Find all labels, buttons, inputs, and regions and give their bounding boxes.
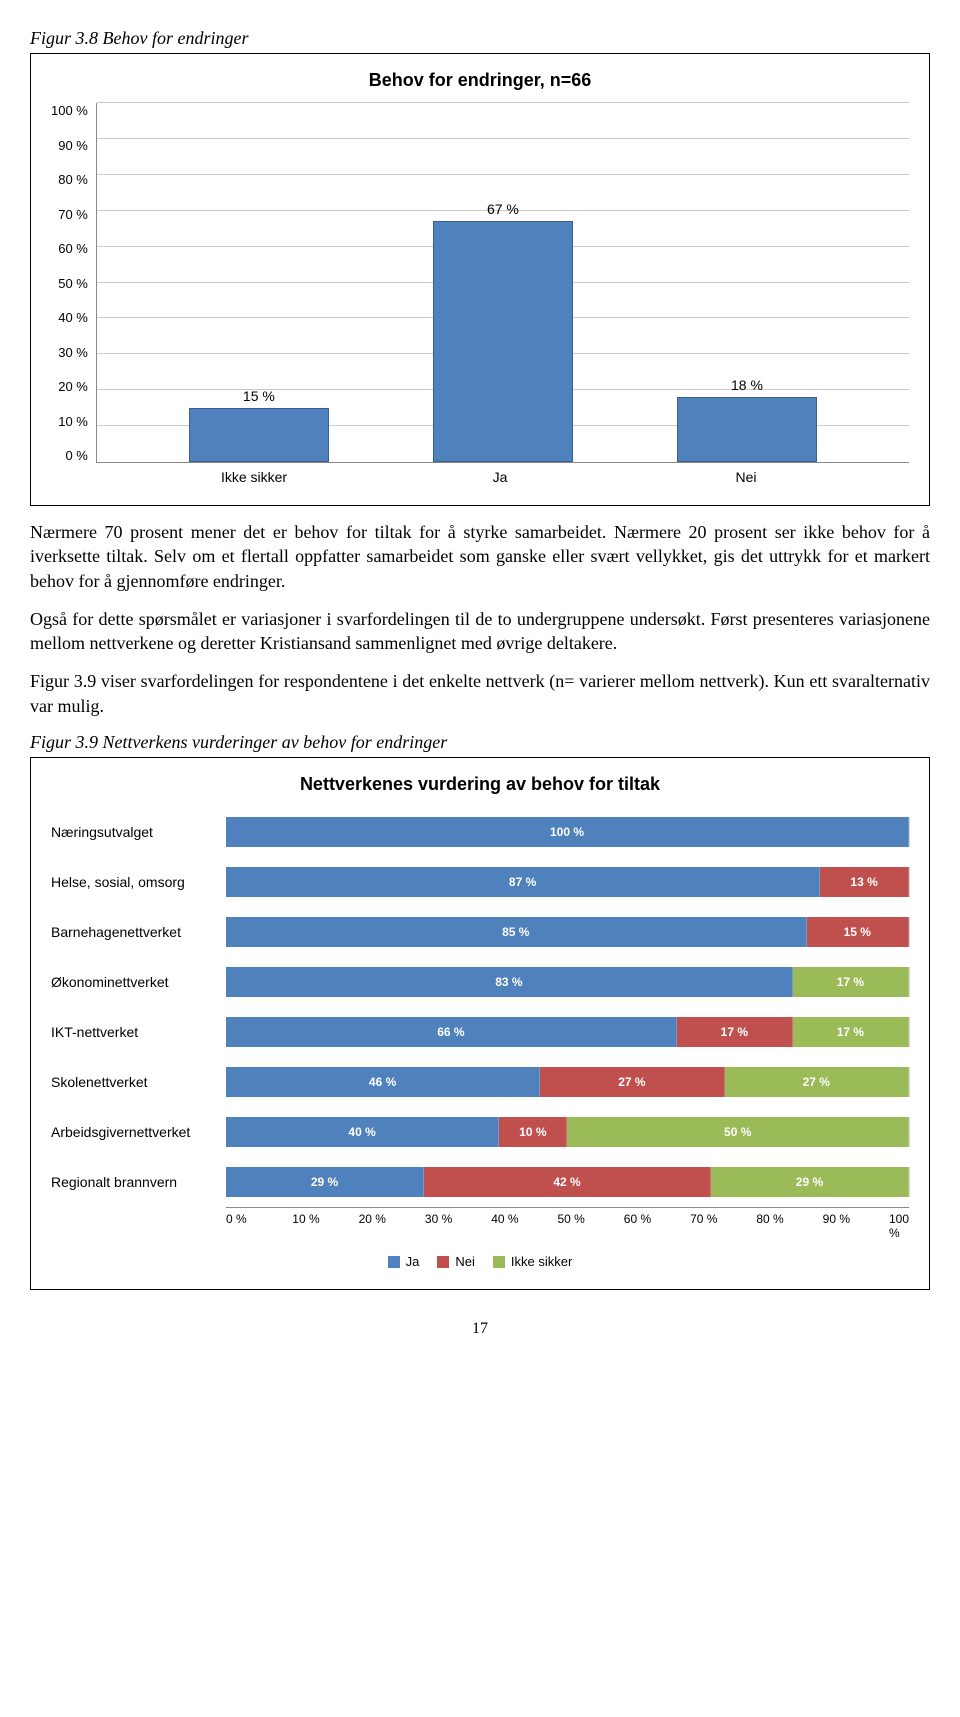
- figure2-segment: 46 %: [226, 1067, 540, 1097]
- paragraph-2: Også for dette spørsmålet er variasjoner…: [30, 607, 930, 656]
- figure2-segment: 17 %: [677, 1017, 793, 1047]
- figure2-segment: 17 %: [793, 967, 909, 997]
- figure2-xtick: 10 %: [292, 1212, 358, 1240]
- legend-swatch: [493, 1256, 505, 1268]
- figure1-ytick: 30 %: [51, 345, 88, 360]
- figure2-segment: 40 %: [226, 1117, 499, 1147]
- figure2-segment: 42 %: [424, 1167, 711, 1197]
- figure2-chart: Nettverkenes vurdering av behov for tilt…: [30, 757, 930, 1290]
- figure1-ytick: 60 %: [51, 241, 88, 256]
- figure1-ytick: 100 %: [51, 103, 88, 118]
- figure1-xaxis: Ikke sikker Ja Nei: [91, 463, 909, 485]
- figure2-xtick: 90 %: [823, 1212, 889, 1240]
- figure2-segment: 87 %: [226, 867, 820, 897]
- page-number: 17: [30, 1320, 930, 1338]
- figure2-row-label: Arbeidsgivernettverket: [51, 1124, 226, 1140]
- legend-swatch: [388, 1256, 400, 1268]
- figure1-ytick: 90 %: [51, 138, 88, 153]
- figure2-segment: 29 %: [226, 1167, 424, 1197]
- figure2-row-label: Skolenettverket: [51, 1074, 226, 1090]
- figure1-chart: Behov for endringer, n=66 100 % 90 % 80 % 7…: [30, 53, 930, 506]
- figure2-title: Nettverkenes vurdering av behov for tilt…: [51, 774, 909, 795]
- figure2-segment: 27 %: [725, 1067, 909, 1097]
- figure2-row: Helse, sosial, omsorg87 %13 %: [51, 867, 909, 897]
- figure2-row-label: Barnehagenettverket: [51, 924, 226, 940]
- figure1-ytick: 40 %: [51, 310, 88, 325]
- legend-label: Ja: [406, 1254, 420, 1269]
- figure1-bar: 67 %: [423, 201, 583, 462]
- figure2-legend: Ja Nei Ikke sikker: [51, 1254, 909, 1269]
- figure2-row: Regionalt brannvern29 %42 %29 %: [51, 1167, 909, 1197]
- figure2-segment: 15 %: [807, 917, 909, 947]
- figure2-segment: 100 %: [226, 817, 909, 847]
- figure2-row: Barnehagenettverket85 %15 %: [51, 917, 909, 947]
- paragraph-3: Figur 3.9 viser svarfordelingen for resp…: [30, 669, 930, 718]
- figure1-xtick: Ja: [420, 469, 580, 485]
- figure1-ytick: 50 %: [51, 276, 88, 291]
- figure1-yaxis: 100 % 90 % 80 % 70 % 60 % 50 % 40 % 30 % 20 % 10 …: [51, 103, 96, 463]
- figure2-segment: 17 %: [793, 1017, 909, 1047]
- figure1-title: Behov for endringer, n=66: [51, 70, 909, 91]
- figure2-xtick: 80 %: [756, 1212, 822, 1240]
- figure1-bar: 15 %: [179, 388, 339, 462]
- figure2-caption: Figur 3.9 Nettverkens vurderinger av beh…: [30, 732, 930, 753]
- figure2-segment: 13 %: [820, 867, 909, 897]
- figure2-xtick: 30 %: [425, 1212, 491, 1240]
- figure2-segment: 83 %: [226, 967, 793, 997]
- figure2-xtick: 50 %: [557, 1212, 623, 1240]
- figure2-segment: 10 %: [499, 1117, 567, 1147]
- figure2-segment: 27 %: [540, 1067, 724, 1097]
- figure2-segment: 85 %: [226, 917, 807, 947]
- figure2-row-label: Økonominettverket: [51, 974, 226, 990]
- figure1-xtick: Ikke sikker: [174, 469, 334, 485]
- figure2-segment: 29 %: [711, 1167, 909, 1197]
- figure1-xtick: Nei: [666, 469, 826, 485]
- figure1-caption: Figur 3.8 Behov for endringer: [30, 28, 930, 49]
- figure2-xtick: 0 %: [226, 1212, 292, 1240]
- figure2-plot: Næringsutvalget100 % Helse, sosial, omsor…: [51, 807, 909, 1207]
- figure2-xtick: 20 %: [359, 1212, 425, 1240]
- figure2-legend-item: Nei: [437, 1254, 475, 1269]
- figure2-row-label: Næringsutvalget: [51, 824, 226, 840]
- figure2-row: Arbeidsgivernettverket40 %10 %50 %: [51, 1117, 909, 1147]
- figure2-row: Skolenettverket46 %27 %27 %: [51, 1067, 909, 1097]
- figure1-ytick: 80 %: [51, 172, 88, 187]
- paragraph-1: Nærmere 70 prosent mener det er behov fo…: [30, 520, 930, 593]
- figure2-xtick: 40 %: [491, 1212, 557, 1240]
- figure2-segment: 50 %: [567, 1117, 909, 1147]
- figure1-ytick: 20 %: [51, 379, 88, 394]
- figure2-row: Økonominettverket83 %17 %: [51, 967, 909, 997]
- figure1-bar-value: 15 %: [243, 388, 275, 404]
- figure1-plot: 15 % 67 % 18 %: [96, 103, 909, 463]
- figure2-legend-item: Ikke sikker: [493, 1254, 572, 1269]
- figure2-row-label: Regionalt brannvern: [51, 1174, 226, 1190]
- figure2-xtick: 70 %: [690, 1212, 756, 1240]
- figure1-ytick: 70 %: [51, 207, 88, 222]
- figure1-ytick: 10 %: [51, 414, 88, 429]
- figure2-xtick: 60 %: [624, 1212, 690, 1240]
- figure1-bar-value: 18 %: [731, 377, 763, 393]
- figure1-bar-value: 67 %: [487, 201, 519, 217]
- figure2-row-label: Helse, sosial, omsorg: [51, 874, 226, 890]
- figure2-segment: 66 %: [226, 1017, 677, 1047]
- legend-swatch: [437, 1256, 449, 1268]
- figure2-row: Næringsutvalget100 %: [51, 817, 909, 847]
- figure1-ytick: 0 %: [51, 448, 88, 463]
- figure2-xtick: 100 %: [889, 1212, 909, 1240]
- figure2-row: IKT-nettverket66 %17 %17 %: [51, 1017, 909, 1047]
- figure2-xaxis: 0 %10 %20 %30 %40 %50 %60 %70 %80 %90 %1…: [226, 1207, 909, 1240]
- figure2-row-label: IKT-nettverket: [51, 1024, 226, 1040]
- legend-label: Ikke sikker: [511, 1254, 572, 1269]
- figure1-bar: 18 %: [667, 377, 827, 462]
- figure2-legend-item: Ja: [388, 1254, 420, 1269]
- legend-label: Nei: [455, 1254, 475, 1269]
